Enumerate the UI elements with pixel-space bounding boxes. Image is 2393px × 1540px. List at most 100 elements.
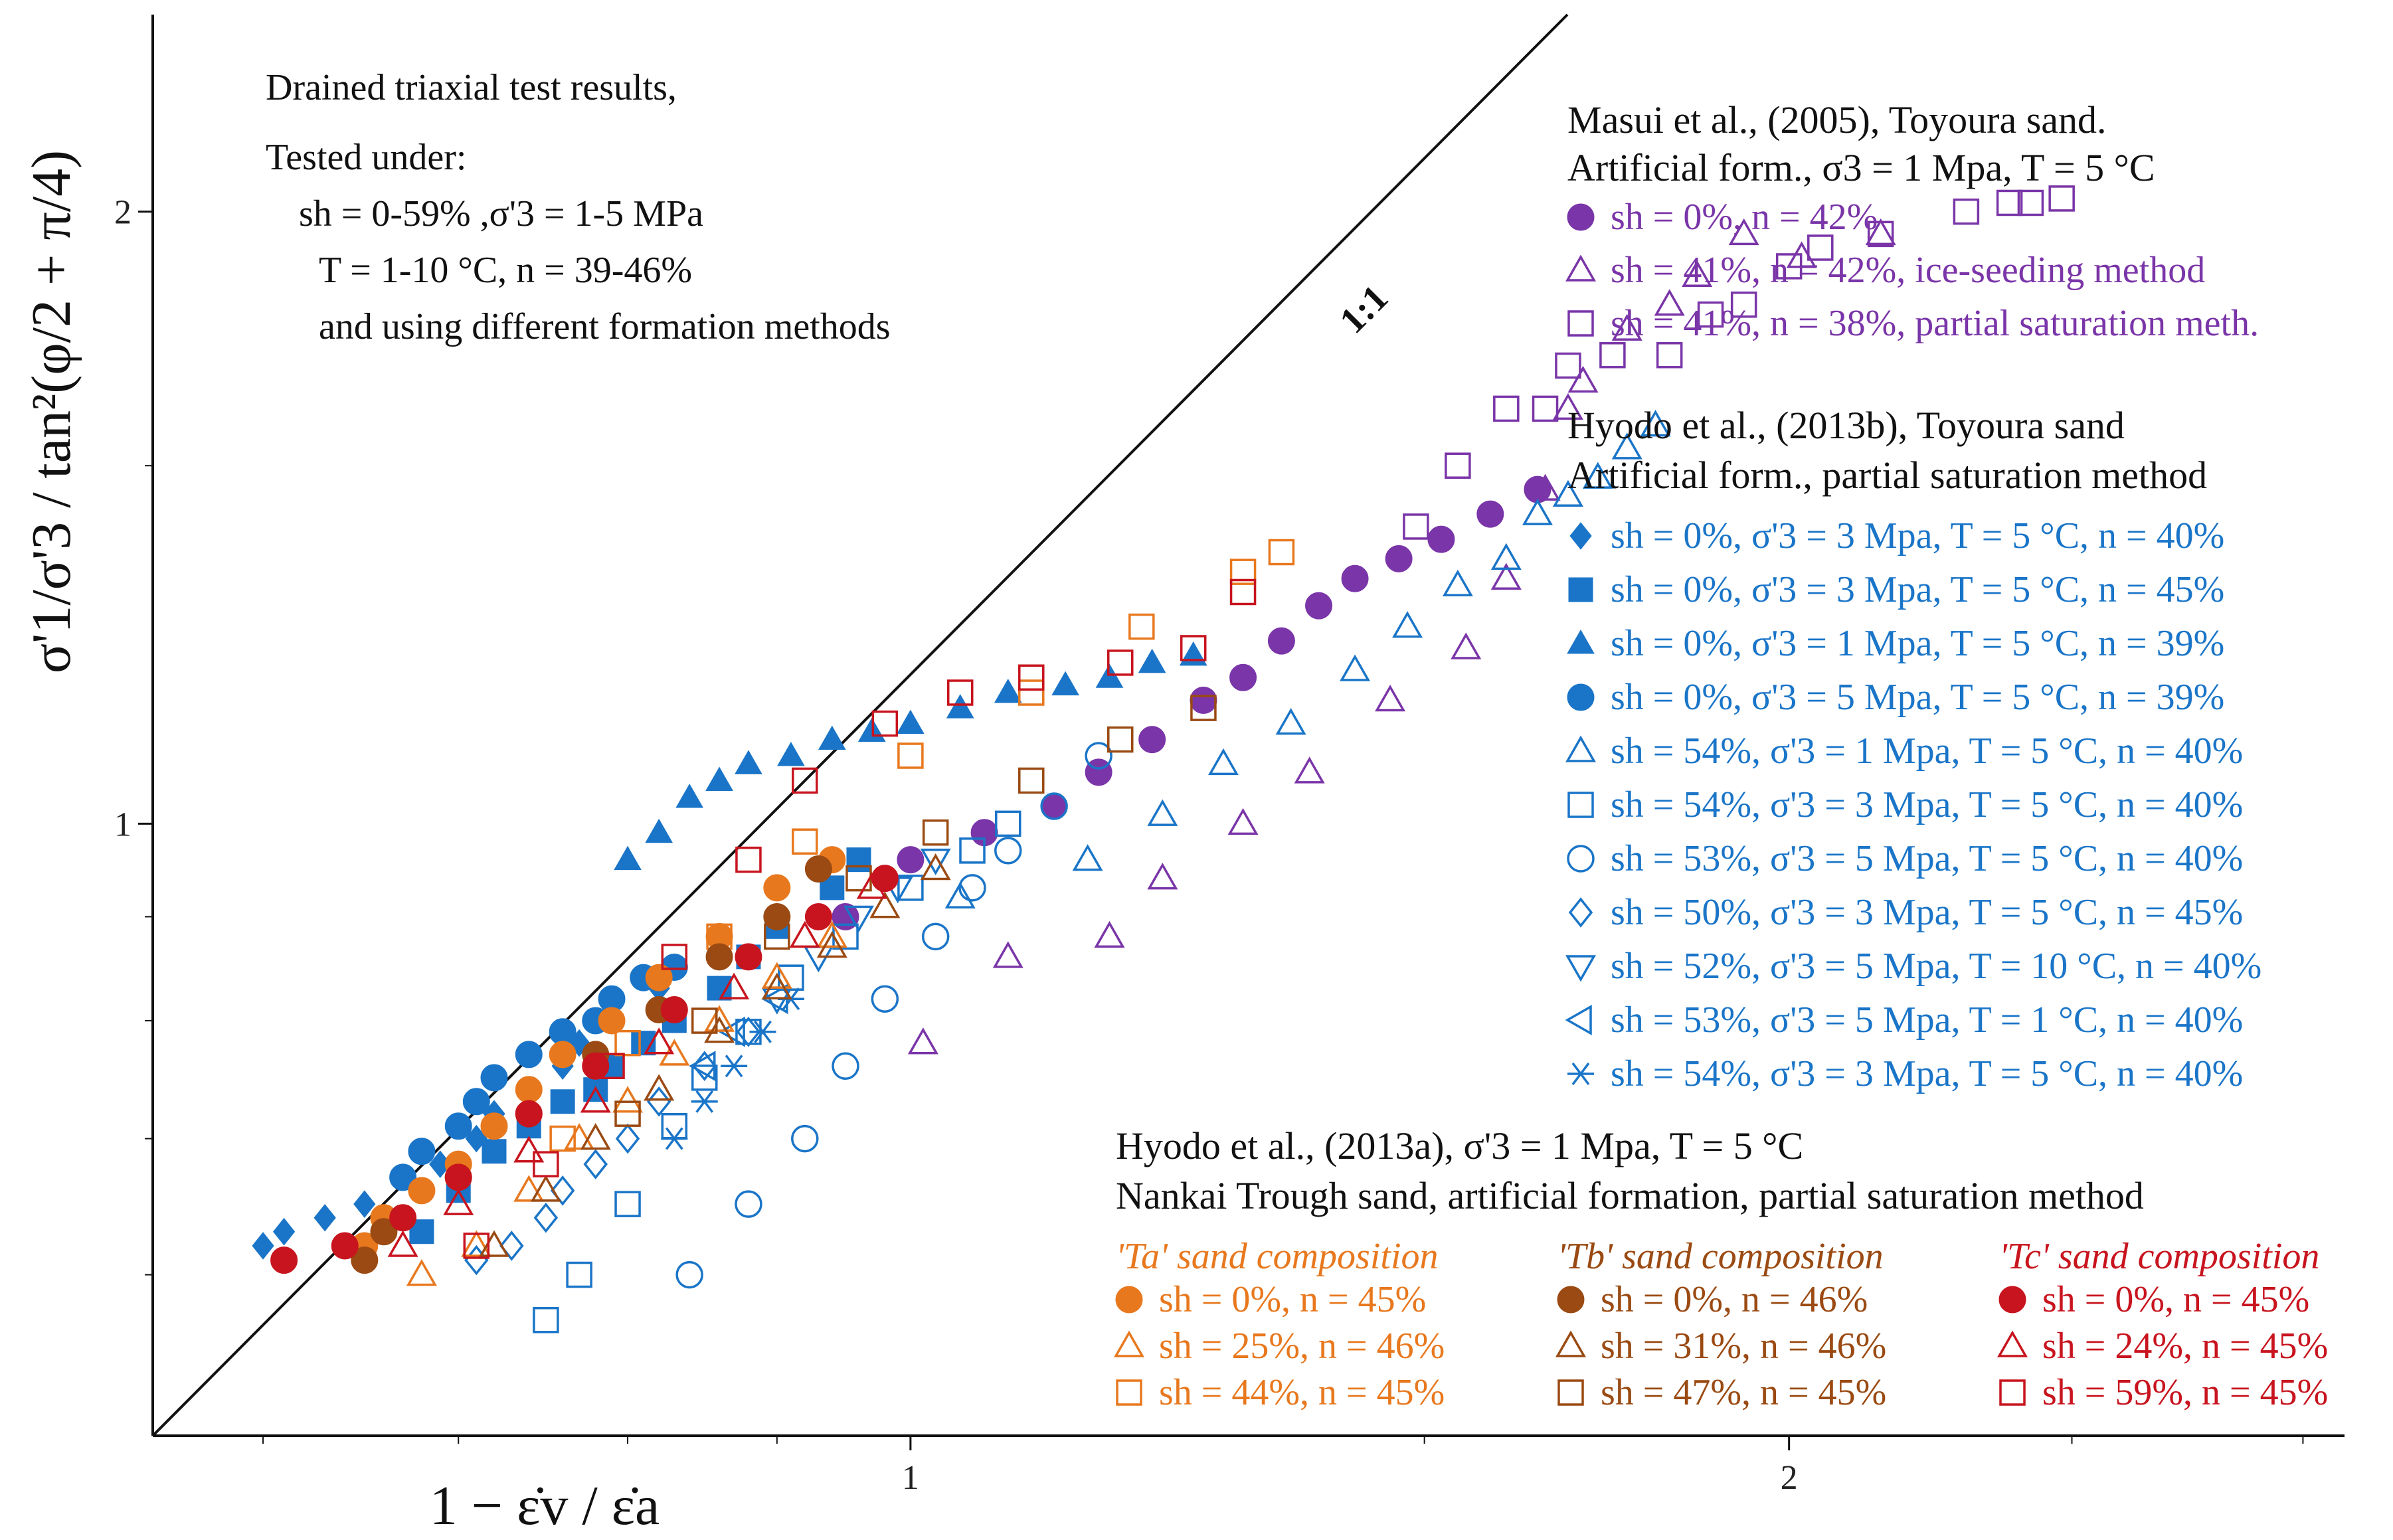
data-point xyxy=(1682,260,1713,287)
data-point xyxy=(1207,748,1239,776)
data-point xyxy=(869,891,901,918)
legend-entry-label: sh = 31%, n = 46% xyxy=(1601,1326,1886,1367)
x-tick-label: 1 xyxy=(902,1459,919,1497)
data-point xyxy=(513,1175,545,1202)
data-point xyxy=(736,1016,761,1047)
data-point xyxy=(1341,564,1369,592)
legend-marker xyxy=(1567,310,1594,337)
series-tb-square-open xyxy=(614,695,1217,1127)
data-point xyxy=(691,1007,718,1034)
legend-entry-label: sh = 54%, σ'3 = 3 Mpa, T = 5 °C, n = 40% xyxy=(1611,1053,2243,1094)
legend-entry-label: sh = 54%, σ'3 = 1 Mpa, T = 5 °C, n = 40% xyxy=(1611,730,2243,772)
data-point xyxy=(444,1163,472,1191)
data-point xyxy=(351,1246,379,1274)
data-point xyxy=(761,987,792,1015)
data-point xyxy=(1654,289,1685,316)
data-point xyxy=(1190,695,1217,721)
axis-ticks: 1 2 1 2 xyxy=(114,194,2304,1497)
data-point xyxy=(1476,500,1504,528)
data-point xyxy=(1085,742,1112,770)
data-point xyxy=(533,1202,559,1233)
data-point xyxy=(582,1052,610,1080)
data-point xyxy=(2017,189,2044,216)
data-point xyxy=(1305,592,1333,620)
data-point xyxy=(1051,671,1079,696)
data-point xyxy=(1138,648,1166,673)
data-point xyxy=(832,902,859,930)
legend-marker xyxy=(1557,1379,1584,1406)
data-point xyxy=(614,1029,641,1057)
legend-marker xyxy=(1567,683,1595,711)
data-point xyxy=(1340,654,1371,681)
legend-column-title: 'Ta' sand composition xyxy=(1116,1236,1439,1277)
series-ta-triangle-open xyxy=(406,920,847,1286)
data-point xyxy=(995,810,1021,837)
reference-line-1-1 xyxy=(151,13,1569,1437)
data-point xyxy=(1865,218,1896,246)
data-point xyxy=(763,874,791,902)
data-point xyxy=(515,1041,543,1069)
data-point xyxy=(1040,792,1068,820)
legend-entry-label: sh = 0%, n = 46% xyxy=(1601,1279,1868,1320)
data-point xyxy=(564,1123,595,1150)
legend-marker xyxy=(1567,1062,1594,1086)
legend-entry-label: sh = 0%, n = 45% xyxy=(2042,1279,2309,1320)
data-point xyxy=(1138,726,1166,754)
data-point xyxy=(389,1163,417,1191)
data-point xyxy=(513,1136,545,1163)
data-point xyxy=(992,941,1023,968)
data-point xyxy=(897,742,924,769)
data-point xyxy=(1385,545,1413,572)
legend: Masui et al., (2005), Toyoura sand. Artif… xyxy=(1113,98,2328,1413)
series-tb-triangle-open xyxy=(478,853,951,1257)
data-points xyxy=(252,185,2075,1333)
legend-marker xyxy=(1569,522,1592,550)
data-point xyxy=(1611,313,1642,341)
legend-entry-label: sh = 0%, σ'3 = 5 Mpa, T = 5 °C, n = 39% xyxy=(1611,677,2224,718)
data-point xyxy=(804,902,832,930)
series-masui-square-open xyxy=(1403,185,2075,540)
data-point xyxy=(691,1090,718,1113)
legend-entry-label: sh = 53%, σ'3 = 5 Mpa, T = 5 °C, n = 40% xyxy=(1611,838,2243,879)
data-point xyxy=(1094,920,1125,948)
data-point xyxy=(1107,649,1134,676)
data-point xyxy=(646,1086,671,1117)
data-point xyxy=(705,766,733,791)
data-point xyxy=(631,1031,656,1056)
data-point xyxy=(1599,342,1626,369)
data-point xyxy=(689,1051,716,1082)
data-point xyxy=(1867,220,1894,248)
data-point xyxy=(1730,292,1757,318)
data-point xyxy=(1275,708,1306,735)
data-point xyxy=(735,1190,762,1218)
data-point xyxy=(1403,513,1429,540)
data-point xyxy=(897,846,925,874)
data-point xyxy=(1427,525,1455,553)
data-point xyxy=(871,865,899,893)
notes-block: Drained triaxial test results, Tested un… xyxy=(266,67,891,347)
legend-marker xyxy=(1565,1004,1592,1036)
data-point xyxy=(461,1230,492,1257)
data-point xyxy=(1582,462,1613,489)
data-point xyxy=(645,964,673,991)
legend-marker xyxy=(1568,897,1593,928)
data-point xyxy=(1227,808,1259,835)
data-point xyxy=(816,920,847,948)
data-point xyxy=(270,1246,298,1274)
legend-marker xyxy=(1116,1379,1142,1406)
data-point xyxy=(408,1138,436,1165)
legend-entry-label: sh = 0%, σ'3 = 3 Mpa, T = 5 °C, n = 45% xyxy=(1611,569,2224,610)
data-point xyxy=(530,1175,561,1202)
data-point xyxy=(1640,410,1671,437)
series-hyodo_b-circle-open xyxy=(675,742,1112,1289)
legend-entry-label: sh = 41%, n = 38%, partial saturation me… xyxy=(1611,303,2259,344)
note-line-1: Drained triaxial test results, xyxy=(266,67,677,108)
data-point xyxy=(691,1065,718,1091)
data-point xyxy=(1775,253,1803,280)
note-line-2: Tested under: xyxy=(266,137,466,178)
legend-marker xyxy=(1565,735,1597,762)
legend-header: Artificial form., σ3 = 1 Mpa, T = 5 °C xyxy=(1567,146,2155,189)
data-point xyxy=(704,1005,735,1032)
data-point xyxy=(463,1233,490,1259)
data-point xyxy=(598,1007,626,1035)
